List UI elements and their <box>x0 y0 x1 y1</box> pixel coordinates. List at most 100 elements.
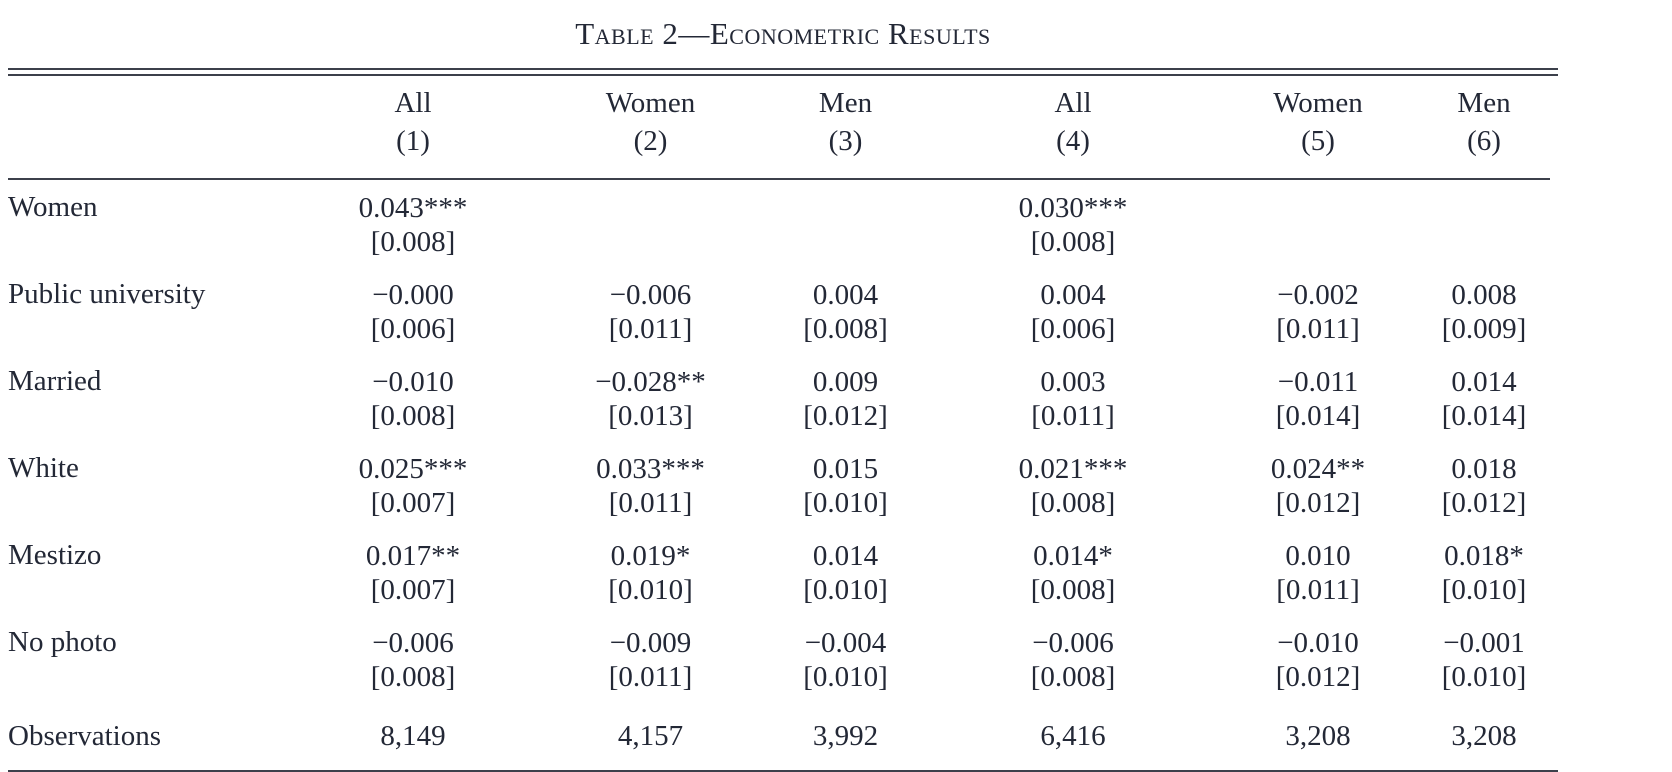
coef-value: 0.017** <box>365 540 461 572</box>
table-row-observations: Observations 8,149 4,157 3,992 6,416 3,2… <box>8 702 1550 770</box>
se-value: [0.010] <box>803 574 888 606</box>
header-empty-cell <box>8 76 288 180</box>
row-label: No photo <box>8 626 117 658</box>
top-double-rule <box>8 68 1558 76</box>
coef-value: 0.024** <box>1270 453 1366 485</box>
cell: 0.008 [0.009] <box>1418 267 1550 354</box>
se-value: [0.006] <box>370 313 456 345</box>
coef-value: 0.030*** <box>1018 192 1128 224</box>
coef-value: 0.018* <box>1444 540 1524 572</box>
se-value: [0.010] <box>1441 574 1527 606</box>
cell: −0.004 [0.010] <box>763 615 928 702</box>
coef-value: 0.021*** <box>1018 453 1128 485</box>
table-row-public-university: Public university −0.000 [0.006] −0.006 … <box>8 267 1550 354</box>
header-row: All (1) Women (2) Men (3) All (4) Women <box>8 76 1550 180</box>
column-name: Women <box>605 87 696 119</box>
row-label: Public university <box>8 278 206 310</box>
cell: 0.009 [0.012] <box>763 354 928 441</box>
column-name: Men <box>1457 87 1511 119</box>
column-number: (1) <box>396 125 430 157</box>
se-value: [0.007] <box>370 487 456 519</box>
cell: −0.002 [0.011] <box>1218 267 1418 354</box>
econometric-results-table: All (1) Women (2) Men (3) All (4) Women <box>8 76 1550 770</box>
row-label: White <box>8 452 79 484</box>
table-row-mestizo: Mestizo 0.017** [0.007] 0.019* [0.010] 0… <box>8 528 1550 615</box>
row-label: Married <box>8 365 102 397</box>
cell: 0.014* [0.008] <box>928 528 1218 615</box>
coef-value: −0.000 <box>372 279 454 311</box>
observations-value: 3,992 <box>812 720 879 752</box>
cell <box>538 179 763 267</box>
coef-value: −0.006 <box>372 627 454 659</box>
se-value: [0.012] <box>1441 487 1527 519</box>
cell: −0.006 [0.008] <box>928 615 1218 702</box>
cell <box>763 179 928 267</box>
se-value: [0.006] <box>1030 313 1116 345</box>
cell <box>1218 179 1418 267</box>
coef-value: 0.018 <box>1451 453 1517 485</box>
se-value: [0.011] <box>608 661 693 693</box>
cell: 0.010 [0.011] <box>1218 528 1418 615</box>
coef-value: 0.033*** <box>596 453 705 485</box>
column-name: All <box>394 87 432 119</box>
cell: −0.010 [0.008] <box>288 354 538 441</box>
coef-value: −0.006 <box>609 279 692 311</box>
se-value: [0.011] <box>1031 400 1115 432</box>
column-number: (4) <box>1056 125 1090 157</box>
coef-value: −0.009 <box>609 627 692 659</box>
coef-value: −0.011 <box>1277 366 1359 398</box>
se-value: [0.012] <box>1275 487 1361 519</box>
cell: −0.011 [0.014] <box>1218 354 1418 441</box>
cell: 0.004 [0.006] <box>928 267 1218 354</box>
coef-value: 0.003 <box>1040 366 1106 398</box>
cell: 0.014 [0.014] <box>1418 354 1550 441</box>
cell: 0.018* [0.010] <box>1418 528 1550 615</box>
se-value: [0.010] <box>608 574 693 606</box>
coef-value: 0.043*** <box>358 192 468 224</box>
table-row-married: Married −0.010 [0.008] −0.028** [0.013] … <box>8 354 1550 441</box>
table-row-women: Women 0.043*** [0.008] 0.030*** [0.008] <box>8 179 1550 267</box>
cell: −0.009 [0.011] <box>538 615 763 702</box>
se-value: [0.012] <box>803 400 888 432</box>
se-value: [0.010] <box>803 661 888 693</box>
se-value: [0.008] <box>1030 487 1116 519</box>
coef-value: 0.004 <box>1040 279 1106 311</box>
coef-value: 0.009 <box>812 366 879 398</box>
se-value: [0.014] <box>1441 400 1527 432</box>
cell: 0.014 [0.010] <box>763 528 928 615</box>
cell: 0.033*** [0.011] <box>538 441 763 528</box>
cell <box>1418 179 1550 267</box>
coef-value: 0.015 <box>812 453 879 485</box>
se-value: [0.014] <box>1275 400 1361 432</box>
se-value: [0.010] <box>1441 661 1527 693</box>
table-row-no-photo: No photo −0.006 [0.008] −0.009 [0.011] −… <box>8 615 1550 702</box>
coef-value: 0.019* <box>610 540 691 572</box>
cell: 0.018 [0.012] <box>1418 441 1550 528</box>
se-value: [0.011] <box>1276 574 1360 606</box>
cell: −0.010 [0.012] <box>1218 615 1418 702</box>
cell: 0.017** [0.007] <box>288 528 538 615</box>
se-value: [0.008] <box>1030 574 1116 606</box>
paper-page: Table 2—Econometric Results All (1) Wome… <box>8 0 1558 772</box>
observations-value: 8,149 <box>380 720 446 752</box>
se-value: [0.009] <box>1441 313 1527 345</box>
row-label: Observations <box>8 720 162 752</box>
cell: −0.006 [0.008] <box>288 615 538 702</box>
se-value: [0.008] <box>1030 226 1116 258</box>
coef-value: 0.025*** <box>358 453 468 485</box>
coef-value: −0.028** <box>595 366 706 398</box>
coef-value: 0.004 <box>812 279 879 311</box>
cell: 0.019* [0.010] <box>538 528 763 615</box>
cell: −0.028** [0.013] <box>538 354 763 441</box>
cell: −0.000 [0.006] <box>288 267 538 354</box>
se-value: [0.008] <box>370 400 456 432</box>
cell: 0.021*** [0.008] <box>928 441 1218 528</box>
coef-value: 0.014 <box>1451 366 1517 398</box>
cell: 0.043*** [0.008] <box>288 179 538 267</box>
cell: 0.030*** [0.008] <box>928 179 1218 267</box>
cell: −0.006 [0.011] <box>538 267 763 354</box>
table-title: Table 2—Econometric Results <box>575 16 991 51</box>
column-header-5: Women (5) <box>1218 76 1418 180</box>
column-number: (5) <box>1301 125 1335 157</box>
column-header-2: Women (2) <box>538 76 763 180</box>
